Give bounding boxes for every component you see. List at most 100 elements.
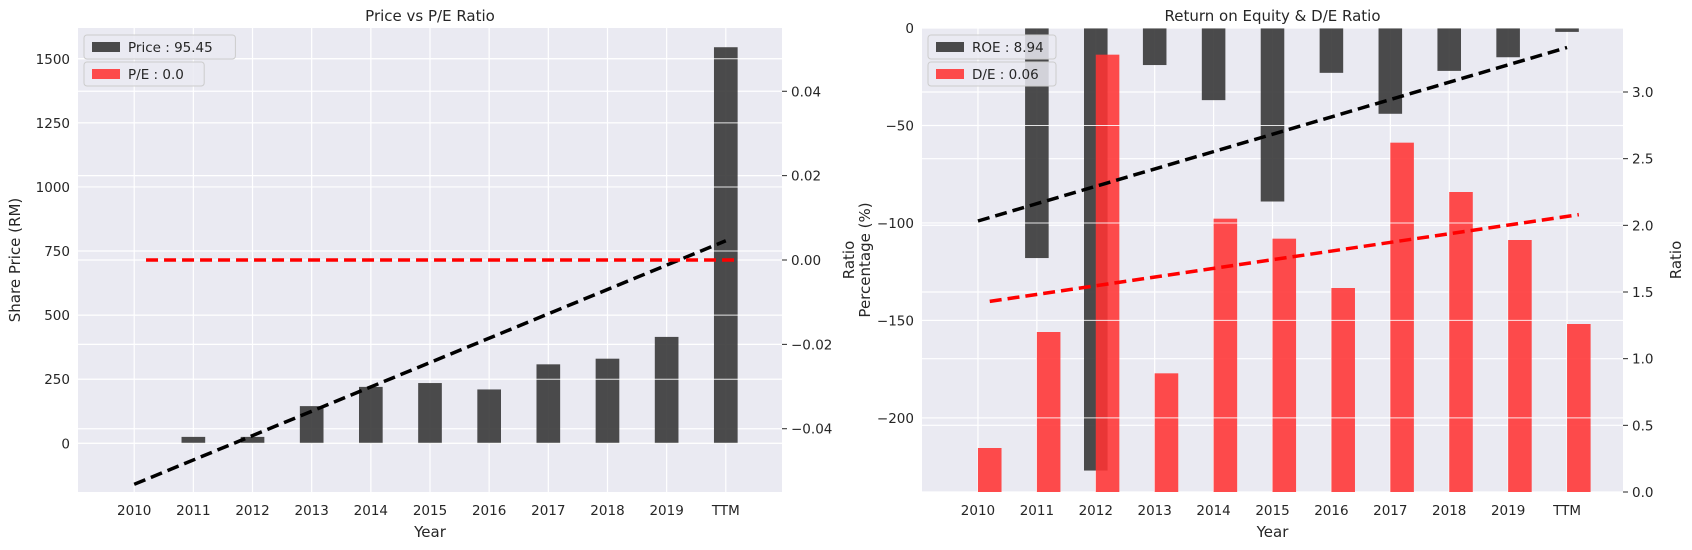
bar-primary-2018 [1437,28,1462,71]
bar-primary-2019 [1496,28,1520,58]
legend-box [927,61,1057,87]
y-tick-label: 1000 [36,180,70,196]
y-tick-label: 0 [61,436,70,452]
y-axis-label: Share Price (RM) [6,198,24,322]
x-tick-label: 2016 [472,503,506,519]
y-axis-label-secondary: Ratio [840,241,858,280]
chart-title: Return on Equity & D/E Ratio [1164,7,1380,25]
bar-secondary-TTM [1567,324,1591,492]
bar-primary-TTM [713,47,738,444]
bar-primary-2014 [1201,28,1226,101]
x-axis-label: Year [1256,523,1290,541]
bar-secondary-2010 [977,448,1002,492]
y-tick-label: 0 [905,21,914,37]
bar-secondary-2013 [1154,373,1179,492]
trendline-black [977,45,1568,223]
x-tick-label: TTM [711,503,740,519]
trendline-black [133,239,727,486]
y2-tick-label: 1.0 [1632,352,1653,368]
x-tick-label: 2014 [354,503,388,519]
y-tick-label: 1500 [36,52,70,68]
y-tick-label: −150 [877,313,914,329]
y-tick-label: −200 [877,411,914,427]
y-axis-label: Percentage (%) [856,202,874,317]
bar-primary-2012 [240,436,265,444]
y2-tick-label: 0.04 [791,84,821,100]
x-tick-label: 2019 [649,503,683,519]
bar-secondary-2012 [1095,54,1120,493]
legend-entry: P/E : 0.0 [83,61,205,87]
bar-primary-2017 [536,364,561,444]
bar-primary-2017 [1378,28,1403,114]
bar-secondary-2014 [1213,218,1238,492]
y2-tick-label: 1.5 [1632,285,1653,301]
legend-swatch [936,69,964,79]
x-tick-label: 2011 [1020,503,1054,519]
y2-tick-label: 0.00 [791,253,821,269]
x-axis-label: Year [413,523,447,541]
legend-box [83,34,236,60]
bar-secondary-2017 [1390,142,1414,492]
bar-primary-TTM [1555,28,1579,32]
x-tick-label: 2018 [1432,503,1466,519]
x-tick-label: 2012 [235,503,269,519]
bar-secondary-2011 [1036,332,1061,492]
x-tick-label: TTM [1552,503,1581,519]
legend-swatch [936,42,964,52]
y2-tick-label: 0.5 [1632,418,1653,434]
x-tick-label: 2018 [590,503,624,519]
y2-tick-label: 2.0 [1632,218,1653,234]
y2-tick-label: 0.02 [791,169,821,185]
bar-secondary-2019 [1508,240,1532,492]
y2-tick-label: 2.5 [1632,152,1653,168]
legend-box [927,34,1057,60]
y2-tick-label: −0.04 [791,422,832,438]
x-tick-label: 2016 [1314,503,1348,519]
x-tick-label: 2015 [413,503,447,519]
x-tick-label: 2010 [961,503,995,519]
bar-primary-2019 [654,336,679,444]
legend-entry: ROE : 8.94 [927,34,1057,60]
y2-tick-label: 0.0 [1632,485,1653,501]
y-tick-label: 250 [44,372,70,388]
legend-label: Price : 95.45 [128,40,213,56]
x-tick-label: 2015 [1255,503,1289,519]
x-tick-label: 2010 [117,503,151,519]
y-tick-label: −50 [886,118,915,134]
x-tick-label: 2017 [1373,503,1407,519]
y2-axis-label: Ratio [1667,241,1685,280]
bar-secondary-2015 [1272,238,1297,492]
x-tick-label: 2011 [176,503,210,519]
legend-label: D/E : 0.06 [972,67,1039,83]
bar-primary-2015 [418,383,442,444]
chart-1: 2010 2011 2012 2013 2014 2015 2016 2017 2018 2019… [6,7,832,541]
y2-tick-label: 3.0 [1632,85,1653,101]
trendline-red [989,212,1580,304]
y-tick-label: 750 [44,244,70,260]
bar-primary-2016 [1319,28,1344,73]
x-tick-label: 2014 [1196,503,1230,519]
bar-primary-2015 [1260,28,1285,202]
legend-entry: Price : 95.45 [83,34,236,60]
bar-primary-2018 [595,358,620,444]
legend-swatch [92,42,120,52]
bar-primary-2016 [477,389,501,444]
chart-title: Price vs P/E Ratio [365,7,495,25]
bar-primary-2013 [1142,28,1167,66]
y2-tick-label: −0.02 [791,337,832,353]
legend-label: ROE : 8.94 [972,40,1044,56]
x-tick-label: 2019 [1491,503,1525,519]
x-tick-label: 2013 [1138,503,1172,519]
legend-label: P/E : 0.0 [128,67,184,83]
bar-secondary-2018 [1449,192,1473,492]
legend-entry: D/E : 0.06 [927,61,1057,87]
y-tick-label: 1250 [36,116,70,132]
x-tick-label: 2013 [295,503,329,519]
chart-2: 2010 2011 2012 2013 2014 2015 2016 2017 2018 2019… [840,7,1685,541]
bar-secondary-2016 [1331,288,1355,492]
x-tick-label: 2017 [531,503,565,519]
bar-primary-2011 [181,436,206,444]
x-tick-label: 2012 [1079,503,1113,519]
y-tick-label: −100 [877,216,914,232]
